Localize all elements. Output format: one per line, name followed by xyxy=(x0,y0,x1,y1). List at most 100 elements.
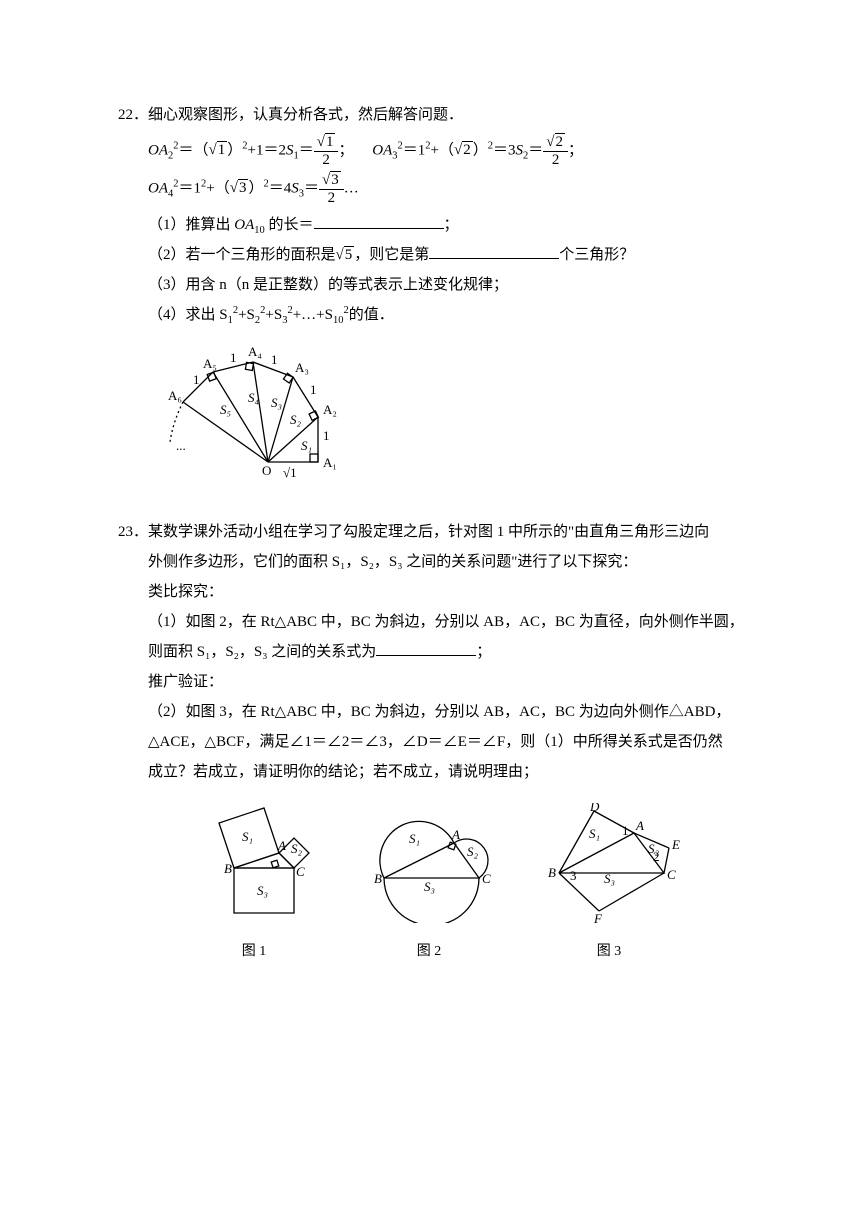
lbl: 1 xyxy=(193,372,200,387)
p23-intro1: 某数学课外活动小组在学习了勾股定理之后，针对图 1 中所示的"由直角三角形三边向 xyxy=(148,524,709,540)
lbl: A₆ xyxy=(168,388,182,403)
sqrt: 3 xyxy=(230,173,249,203)
lbl: F xyxy=(593,911,603,923)
lbl: S₃ xyxy=(271,395,282,410)
p23-p2a: （2）如图 3，在 Rt△ABC 中，BC 为斜边，分别以 AB，AC，BC 为… xyxy=(118,697,750,727)
txt: ； xyxy=(444,217,459,233)
fig3: A B C D E F S₁ S₂ S₃ 1 2 3 xyxy=(534,803,684,923)
lbl: S₂ xyxy=(467,844,479,859)
fig1-caption: 图 1 xyxy=(184,938,324,966)
p23-line1: 23．某数学课外活动小组在学习了勾股定理之后，针对图 1 中所示的"由直角三角形… xyxy=(118,517,750,547)
lbl: A xyxy=(277,838,286,853)
sqrt: 2 xyxy=(454,135,473,165)
txt: +S xyxy=(238,307,255,323)
eq-var: OA xyxy=(148,142,168,158)
eq-var: S xyxy=(291,180,299,196)
eq-txt: ； xyxy=(568,142,583,158)
lbl: A₅ xyxy=(203,356,217,371)
sub: 10 xyxy=(333,315,344,326)
sqrt: 5 xyxy=(336,240,355,270)
p23-p2b: △ACE，△BCF，满足∠1＝∠2＝∠3，∠D＝∠E＝∠F，则（1）中所得关系式… xyxy=(118,727,750,757)
blank-input[interactable] xyxy=(429,243,559,259)
txt: ，则它是第 xyxy=(354,247,429,263)
lbl: 2 xyxy=(653,849,660,864)
fig3-caption: 图 3 xyxy=(534,938,684,966)
lbl: A₁ xyxy=(323,455,337,470)
eq-txt: ） xyxy=(473,142,488,158)
lbl: A xyxy=(635,818,644,833)
problem-22: 22．细心观察图形，认真分析各式，然后解答问题． OA22＝（1）2+1＝2S1… xyxy=(118,100,750,493)
txt: （1）推算出 xyxy=(148,217,234,233)
lbl: B xyxy=(374,871,382,886)
eq-txt: ＝ xyxy=(304,180,319,196)
p23-sec1: 类比探究： xyxy=(118,577,750,607)
p22-intro: 细心观察图形，认真分析各式，然后解答问题． xyxy=(148,107,463,123)
eq-txt: +（ xyxy=(431,142,454,158)
lbl: 1 xyxy=(230,350,237,365)
sub: 10 xyxy=(254,225,265,236)
fig3-cell: A B C D E F S₁ S₂ S₃ 1 2 3 图 3 xyxy=(534,803,684,966)
rad: 3 xyxy=(238,179,249,196)
rad: 5 xyxy=(344,246,355,263)
p23-number: 23． xyxy=(118,517,148,547)
rad: 2 xyxy=(555,133,566,150)
lbl: S₂ xyxy=(291,841,303,856)
lbl: ... xyxy=(176,438,186,453)
fig1-cell: A B C S₁ S₂ S₃ 图 1 xyxy=(184,803,324,966)
lbl: A₂ xyxy=(323,402,337,417)
lbl: C xyxy=(667,867,676,882)
lbl: C xyxy=(296,864,305,879)
fig2: A B C S₁ S₂ S₃ xyxy=(354,803,504,923)
blank-input[interactable] xyxy=(376,640,476,656)
lbl: √1 xyxy=(283,465,297,480)
eq-txt: +1＝2 xyxy=(248,142,286,158)
lbl: A₄ xyxy=(248,344,262,359)
txt: 个三角形？ xyxy=(559,247,634,263)
eq-txt: ） xyxy=(248,180,263,196)
lbl: 1 xyxy=(310,382,317,397)
eq-txt: ＝4 xyxy=(269,180,292,196)
p22-eq-row1: OA22＝（1）2+1＝2S1＝12； OA32＝12+（2）2＝3S2＝22； xyxy=(148,134,750,168)
fig2-cell: A B C S₁ S₂ S₃ 图 2 xyxy=(354,803,504,966)
lbl: S₁ xyxy=(409,831,420,846)
rad: 1 xyxy=(217,141,228,158)
frac: 12 xyxy=(314,134,339,168)
lbl: E xyxy=(671,837,680,852)
lbl: S₁ xyxy=(301,438,312,453)
eq-txt: ＝ xyxy=(299,142,314,158)
lbl: S₃ xyxy=(604,871,615,886)
lbl: S₁ xyxy=(589,826,600,841)
sub: 1 xyxy=(228,315,233,326)
lbl: S₃ xyxy=(257,883,268,898)
txt: 的值． xyxy=(349,307,394,323)
rad: 2 xyxy=(462,141,473,158)
rad: 3 xyxy=(330,171,341,188)
txt: +…+S xyxy=(293,307,333,323)
eq-txt: ＝1 xyxy=(179,180,202,196)
p23-p1a: （1）如图 2，在 Rt△ABC 中，BC 为斜边，分别以 AB，AC，BC 为… xyxy=(118,607,750,637)
blank-input[interactable] xyxy=(314,213,444,229)
lbl: S₄ xyxy=(248,390,260,405)
eq-txt: ＝3 xyxy=(493,142,516,158)
txt: 的长＝ xyxy=(265,217,314,233)
fig2-caption: 图 2 xyxy=(354,938,504,966)
p23-p2c: 成立？若成立，请证明你的结论；若不成立，请说明理由； xyxy=(118,757,750,787)
frac: 32 xyxy=(319,172,344,206)
lbl: 1 xyxy=(622,823,629,838)
rad: 1 xyxy=(325,133,336,150)
lbl: A₃ xyxy=(295,360,309,375)
eq-txt: ＝（ xyxy=(179,142,209,158)
lbl: A xyxy=(451,827,460,842)
den: 2 xyxy=(314,152,339,169)
lbl: B xyxy=(224,861,232,876)
txt: 则面积 S₁，S₂，S₃ 之间的关系式为 xyxy=(148,644,376,660)
eq-txt: ； xyxy=(338,142,353,158)
p23-sec2: 推广验证： xyxy=(118,667,750,697)
lbl: S₂ xyxy=(290,412,302,427)
lbl: C xyxy=(482,871,491,886)
problem-23: 23．某数学课外活动小组在学习了勾股定理之后，针对图 1 中所示的"由直角三角形… xyxy=(118,517,750,966)
fig1: A B C S₁ S₂ S₃ xyxy=(184,803,324,923)
eq-var: OA xyxy=(372,142,392,158)
p23-p1b: 则面积 S₁，S₂，S₃ 之间的关系式为； xyxy=(118,637,750,667)
lbl: 1 xyxy=(271,352,278,367)
